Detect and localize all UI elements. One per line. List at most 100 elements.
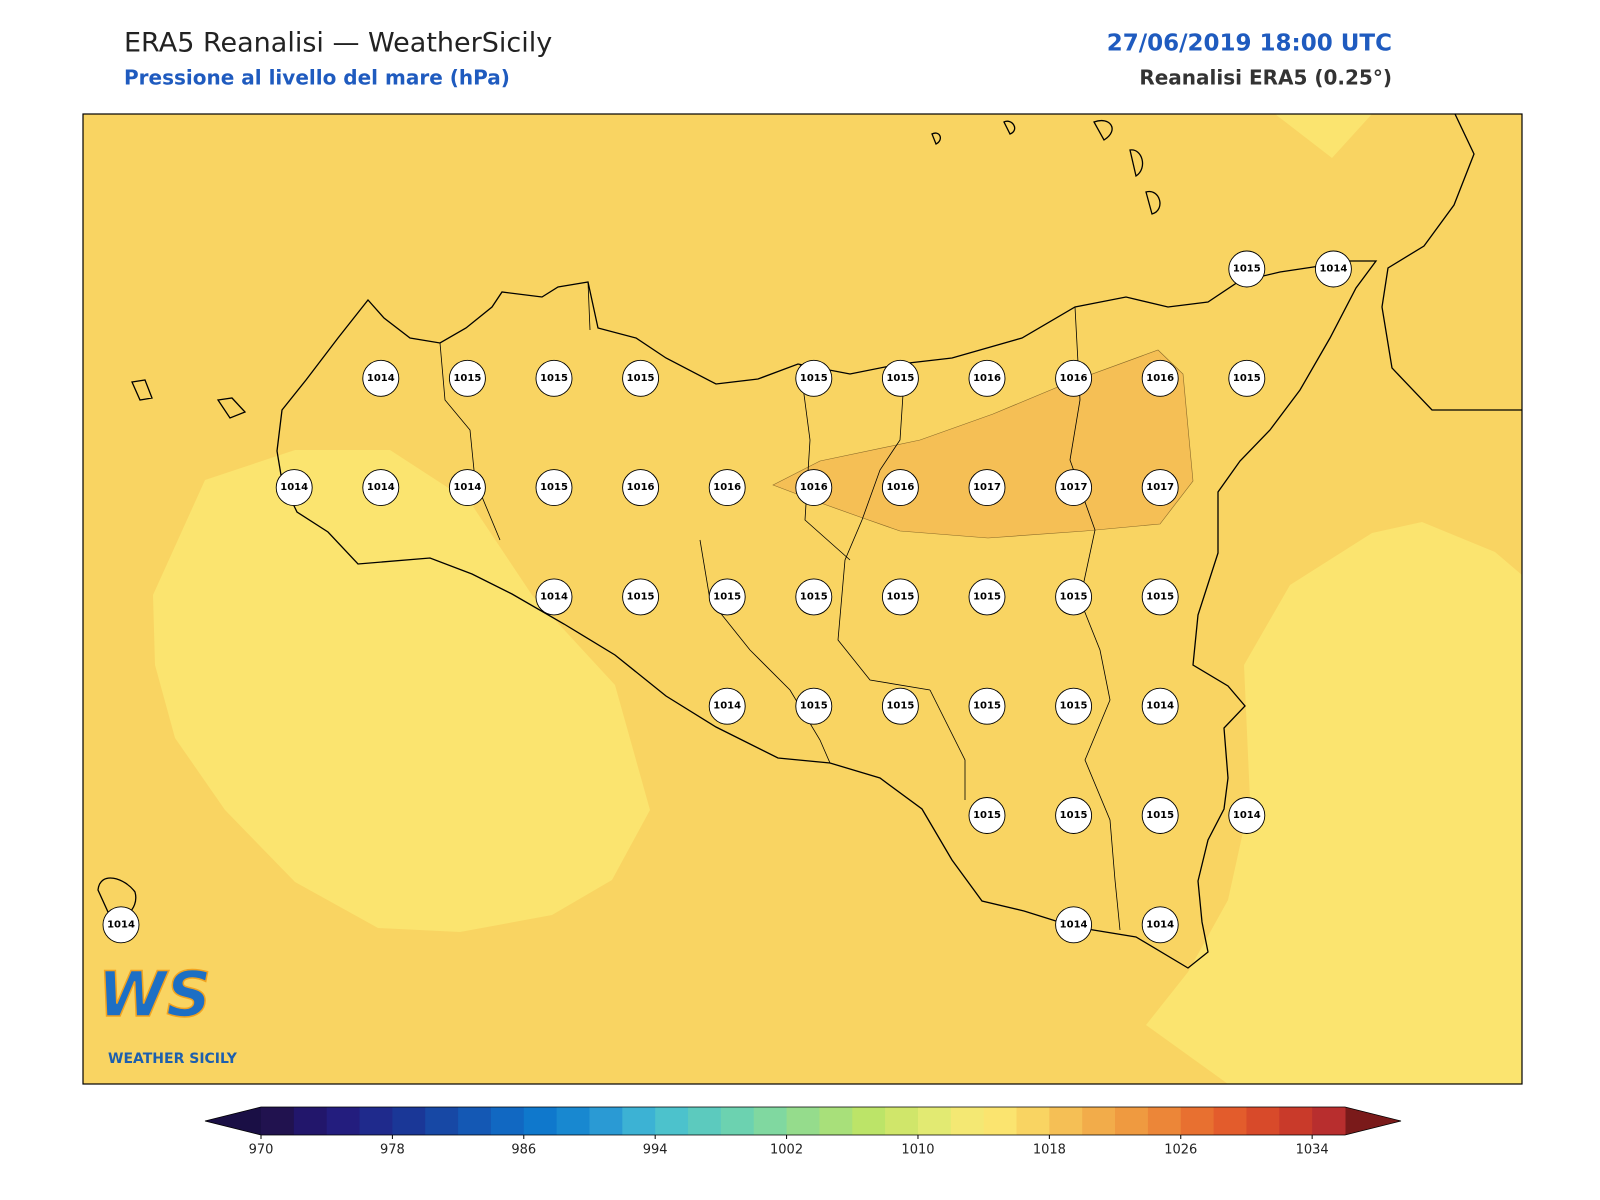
station: 1015 (708, 578, 746, 616)
station-marker (1141, 687, 1179, 725)
station-value: 1015 (1146, 591, 1174, 602)
station-value: 1014 (367, 373, 395, 384)
station-value: 1015 (1233, 373, 1261, 384)
field-low (1275, 114, 1372, 158)
station-value: 1015 (886, 701, 914, 712)
colorbar-bin (1312, 1107, 1346, 1135)
station: 1017 (1141, 469, 1179, 507)
colorbar-outline (204, 1106, 1402, 1136)
colorbar-bin (458, 1107, 492, 1135)
station: 1017 (968, 469, 1006, 507)
colorbar-bin (753, 1107, 788, 1135)
station: 1016 (1055, 359, 1093, 397)
station-marker (1141, 359, 1179, 397)
station-marker (1141, 906, 1179, 944)
colorbar-extend-over (1345, 1107, 1401, 1135)
colorbar-bin (786, 1107, 820, 1135)
colorbar-bin (326, 1107, 361, 1135)
station: 1015 (1141, 578, 1179, 616)
station-marker (448, 469, 486, 507)
station-value: 1015 (1060, 701, 1088, 712)
station-marker (622, 359, 660, 397)
station-value: 1015 (713, 591, 741, 602)
station-marker (535, 359, 573, 397)
colorbar-bin (359, 1107, 393, 1135)
station: 1015 (1055, 578, 1093, 616)
station-value: 1014 (1146, 701, 1174, 712)
station-marker (795, 578, 833, 616)
station-value: 1015 (540, 373, 568, 384)
station-value: 1014 (540, 591, 568, 602)
colorbar-tick-label: 1026 (1164, 1143, 1197, 1158)
station-value: 1015 (627, 373, 655, 384)
station: 1015 (448, 359, 486, 397)
station: 1015 (968, 578, 1006, 616)
station: 1014 (362, 469, 400, 507)
station-marker (362, 359, 400, 397)
station-value: 1015 (973, 810, 1001, 821)
station-marker (708, 469, 746, 507)
station-value: 1016 (627, 482, 655, 493)
station-value: 1016 (1146, 373, 1174, 384)
station: 1015 (535, 469, 573, 507)
colorbar-bin (1082, 1107, 1116, 1135)
station-marker (968, 797, 1006, 834)
colorbar-bin (392, 1107, 426, 1135)
source: Reanalisi ERA5 (0.25°) (1139, 66, 1392, 90)
station: 1014 (362, 359, 400, 397)
station-marker (881, 359, 919, 397)
station: 1015 (1228, 359, 1266, 397)
coastline (276, 260, 1378, 969)
station-marker (968, 359, 1006, 397)
station: 1015 (622, 578, 660, 616)
colorbar-bin (1016, 1107, 1050, 1135)
colorbar-bin (1115, 1107, 1149, 1135)
station-value: 1014 (1233, 810, 1261, 821)
colorbar-bin (983, 1107, 1018, 1135)
station: 1015 (1055, 687, 1093, 725)
station: 1015 (795, 687, 833, 725)
colorbar-bin (523, 1107, 558, 1135)
colorbar-tick-label: 1002 (770, 1143, 803, 1158)
station-marker (535, 469, 573, 507)
station-value: 1014 (367, 482, 395, 493)
station: 1015 (1228, 250, 1266, 288)
station: 1014 (1055, 906, 1093, 944)
colorbar-bin (1180, 1107, 1215, 1135)
title: ERA5 Reanalisi — WeatherSicily (124, 28, 552, 59)
station-marker (881, 469, 919, 507)
colorbar-bin (1147, 1107, 1182, 1135)
station-marker (622, 469, 660, 507)
station-marker (795, 687, 833, 725)
logo: WS WEATHER SICILY (97, 957, 238, 1067)
station-marker (968, 469, 1006, 507)
station: 1014 (535, 578, 573, 616)
station: 1014 (1141, 906, 1179, 944)
station-marker (622, 578, 660, 616)
station: 1015 (535, 359, 573, 397)
station-value: 1014 (1319, 264, 1347, 275)
station-value: 1017 (1060, 482, 1088, 493)
map-frame (82, 113, 1523, 1085)
colorbar-bin (917, 1107, 952, 1135)
colorbar-bin (950, 1107, 985, 1135)
colorbar-bin (885, 1107, 919, 1135)
station-value: 1014 (453, 482, 481, 493)
station-value: 1015 (1233, 264, 1261, 275)
station: 1017 (1055, 469, 1093, 507)
station: 1015 (622, 359, 660, 397)
field-low (1146, 522, 1522, 1084)
station-marker (1141, 578, 1179, 616)
station: 1015 (795, 578, 833, 616)
station: 1014 (708, 687, 746, 725)
colorbar-bin (720, 1107, 755, 1135)
station: 1015 (1141, 797, 1179, 834)
station-marker (881, 687, 919, 725)
stations: 1015 1014 1014 1015 1015 1015 1015 1015 1016 1016… (102, 250, 1352, 944)
station-value: 1015 (453, 373, 481, 384)
station: 1015 (1055, 797, 1093, 834)
station-marker (1055, 906, 1093, 944)
colorbar: 970 978 986 994 1002 1010 1018 1026 1034 (204, 1106, 1402, 1158)
station: 1016 (881, 469, 919, 507)
